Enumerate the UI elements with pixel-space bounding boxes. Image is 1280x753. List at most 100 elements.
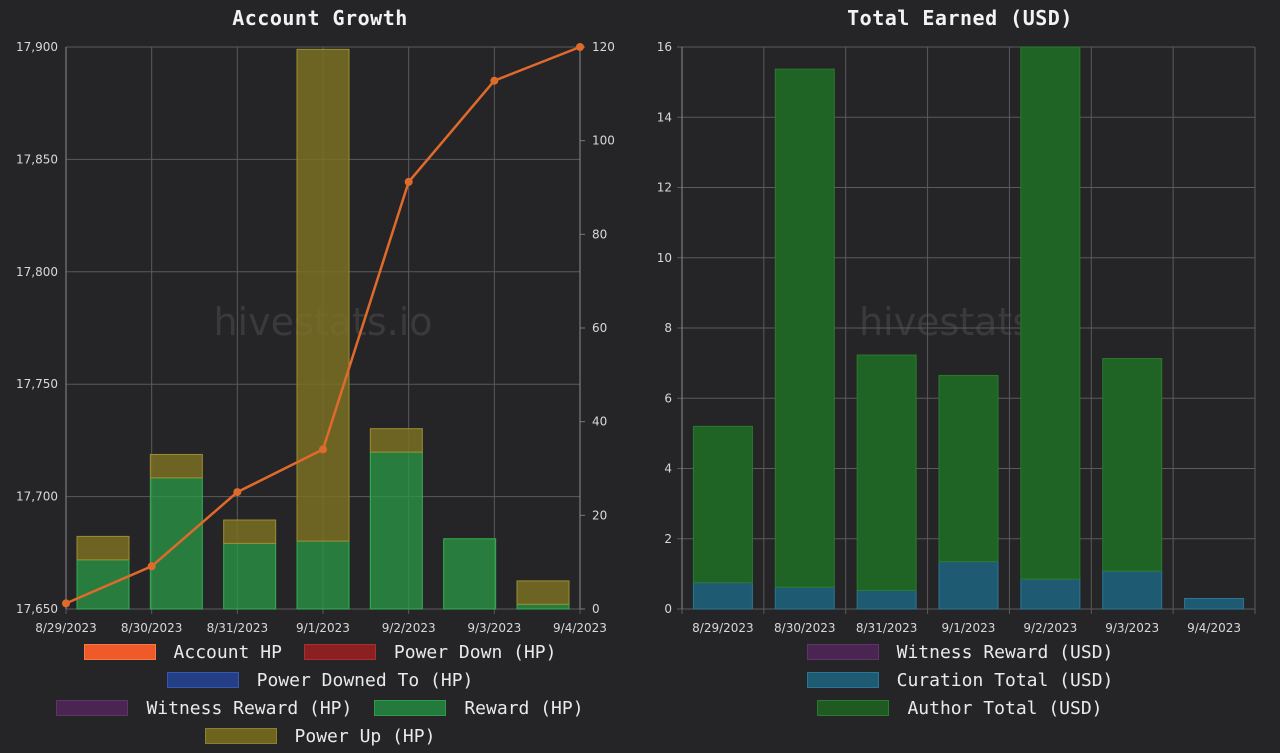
- y-left-tick-label: 17,650: [16, 602, 58, 616]
- curation-bar: [692, 582, 753, 610]
- legend-row: Author Total (USD): [640, 696, 1280, 720]
- reward-bar: [223, 542, 277, 610]
- legend-label: Account HP: [173, 641, 282, 663]
- legend-swatch: [204, 728, 277, 744]
- account-hp-point: [576, 43, 584, 51]
- legend-swatch: [56, 700, 129, 716]
- y-left-tick-label: 17,700: [16, 490, 58, 504]
- y-right-tick-label: 0: [592, 602, 600, 616]
- account-hp-point: [147, 562, 156, 571]
- curation-bar: [1102, 570, 1163, 610]
- legend-item[interactable]: Witness Reward (HP): [56, 698, 352, 719]
- author-bar: [1020, 46, 1081, 580]
- legend-swatch: [374, 700, 447, 716]
- x-tick-label: 9/2/2023: [382, 621, 436, 635]
- x-tick-label: 8/29/2023: [692, 621, 754, 635]
- x-tick-label: 8/29/2023: [35, 621, 97, 635]
- legend-item[interactable]: Author Total (USD): [817, 697, 1103, 719]
- legend-swatch: [817, 700, 890, 716]
- curation-bar: [938, 561, 999, 610]
- y-tick-label: 4: [664, 462, 672, 476]
- y-tick-label: 8: [664, 321, 672, 335]
- x-tick-label: 9/3/2023: [467, 621, 521, 635]
- y-tick-label: 10: [657, 251, 672, 265]
- x-tick-label: 9/2/2023: [1023, 621, 1077, 635]
- legend-row: Account HP Power Down (HP): [0, 640, 640, 664]
- chart-title: Account Growth: [232, 6, 408, 30]
- legend-label: Reward (HP): [464, 697, 584, 719]
- y-right-tick-label: 80: [592, 227, 607, 241]
- legend-label: Author Total (USD): [907, 697, 1103, 719]
- curation-bar: [774, 586, 835, 610]
- legend-label: Power Downed To (HP): [256, 669, 474, 691]
- legend-swatch: [83, 644, 156, 660]
- legend-item[interactable]: Account HP: [83, 641, 282, 663]
- x-tick-label: 8/30/2023: [774, 621, 836, 635]
- power-up-bar: [149, 453, 203, 479]
- legend-row: Witness Reward (USD): [640, 640, 1280, 664]
- reward-bar: [516, 603, 570, 610]
- legend-label: Curation Total (USD): [896, 669, 1114, 691]
- y-tick-label: 16: [657, 40, 672, 54]
- reward-bar: [76, 559, 130, 610]
- legend-label: Witness Reward (USD): [896, 641, 1114, 663]
- y-tick-label: 14: [657, 110, 672, 124]
- reward-bar: [296, 540, 350, 610]
- power-up-bar: [516, 580, 570, 605]
- account-growth-panel: Account Growth hivestats.io17,65017,7001…: [0, 6, 640, 748]
- legend-item[interactable]: Power Down (HP): [303, 641, 557, 663]
- account-hp-point: [404, 177, 413, 186]
- power-up-bar: [76, 535, 130, 561]
- legend-row: Witness Reward (HP) Reward (HP): [0, 696, 640, 720]
- legend-swatch: [166, 672, 239, 688]
- account-hp-point: [490, 76, 499, 85]
- y-tick-label: 6: [664, 391, 672, 405]
- legend-label: Witness Reward (HP): [146, 697, 353, 719]
- power-up-bar: [369, 428, 423, 453]
- reward-bar: [369, 451, 423, 610]
- account-hp-point: [233, 488, 242, 497]
- y-tick-label: 2: [664, 532, 672, 546]
- y-right-tick-label: 120: [592, 40, 615, 54]
- author-bar: [1102, 358, 1163, 572]
- curation-bar: [1020, 578, 1081, 610]
- legend-item[interactable]: Witness Reward (USD): [806, 641, 1114, 663]
- legend-item[interactable]: Reward (HP): [374, 697, 584, 719]
- legend-swatch: [806, 644, 879, 660]
- legend-label: Power Up (HP): [294, 725, 436, 747]
- x-tick-label: 9/1/2023: [296, 621, 350, 635]
- account-growth-chart: hivestats.io17,65017,70017,75017,80017,8…: [16, 40, 615, 635]
- power-up-bar: [223, 519, 277, 544]
- x-tick-label: 9/4/2023: [553, 621, 607, 635]
- legend-item[interactable]: Curation Total (USD): [806, 669, 1114, 691]
- x-tick-label: 9/3/2023: [1105, 621, 1159, 635]
- author-bar: [938, 374, 999, 563]
- curation-bar: [856, 589, 917, 610]
- y-left-tick-label: 17,800: [16, 265, 58, 279]
- y-right-tick-label: 60: [592, 321, 607, 335]
- y-right-tick-label: 40: [592, 415, 607, 429]
- legend-swatch: [806, 672, 879, 688]
- x-tick-label: 9/4/2023: [1187, 621, 1241, 635]
- chart-title: Total Earned (USD): [847, 6, 1073, 30]
- account-hp-point: [319, 445, 327, 454]
- y-right-tick-label: 20: [592, 508, 607, 522]
- reward-bar: [443, 538, 497, 610]
- legend-row: Power Downed To (HP): [0, 668, 640, 692]
- legend-row: Power Up (HP): [0, 724, 640, 748]
- y-tick-label: 12: [657, 181, 672, 195]
- legend-label: Power Down (HP): [393, 641, 557, 663]
- legend-item[interactable]: Power Downed To (HP): [166, 669, 474, 691]
- power-up-bar: [296, 48, 350, 542]
- account-hp-point: [62, 599, 70, 608]
- legend-item[interactable]: Power Up (HP): [204, 725, 436, 747]
- author-bar: [774, 68, 835, 588]
- y-left-tick-label: 17,750: [16, 377, 58, 391]
- x-tick-label: 9/1/2023: [942, 621, 996, 635]
- author-bar: [692, 425, 753, 584]
- curation-bar: [1184, 597, 1245, 610]
- x-tick-label: 8/30/2023: [121, 621, 183, 635]
- total-earned-panel: Total Earned (USD) hivestats.io 0 2 4 6 8 10 12…: [640, 0, 1280, 753]
- legend-row: Curation Total (USD): [640, 668, 1280, 692]
